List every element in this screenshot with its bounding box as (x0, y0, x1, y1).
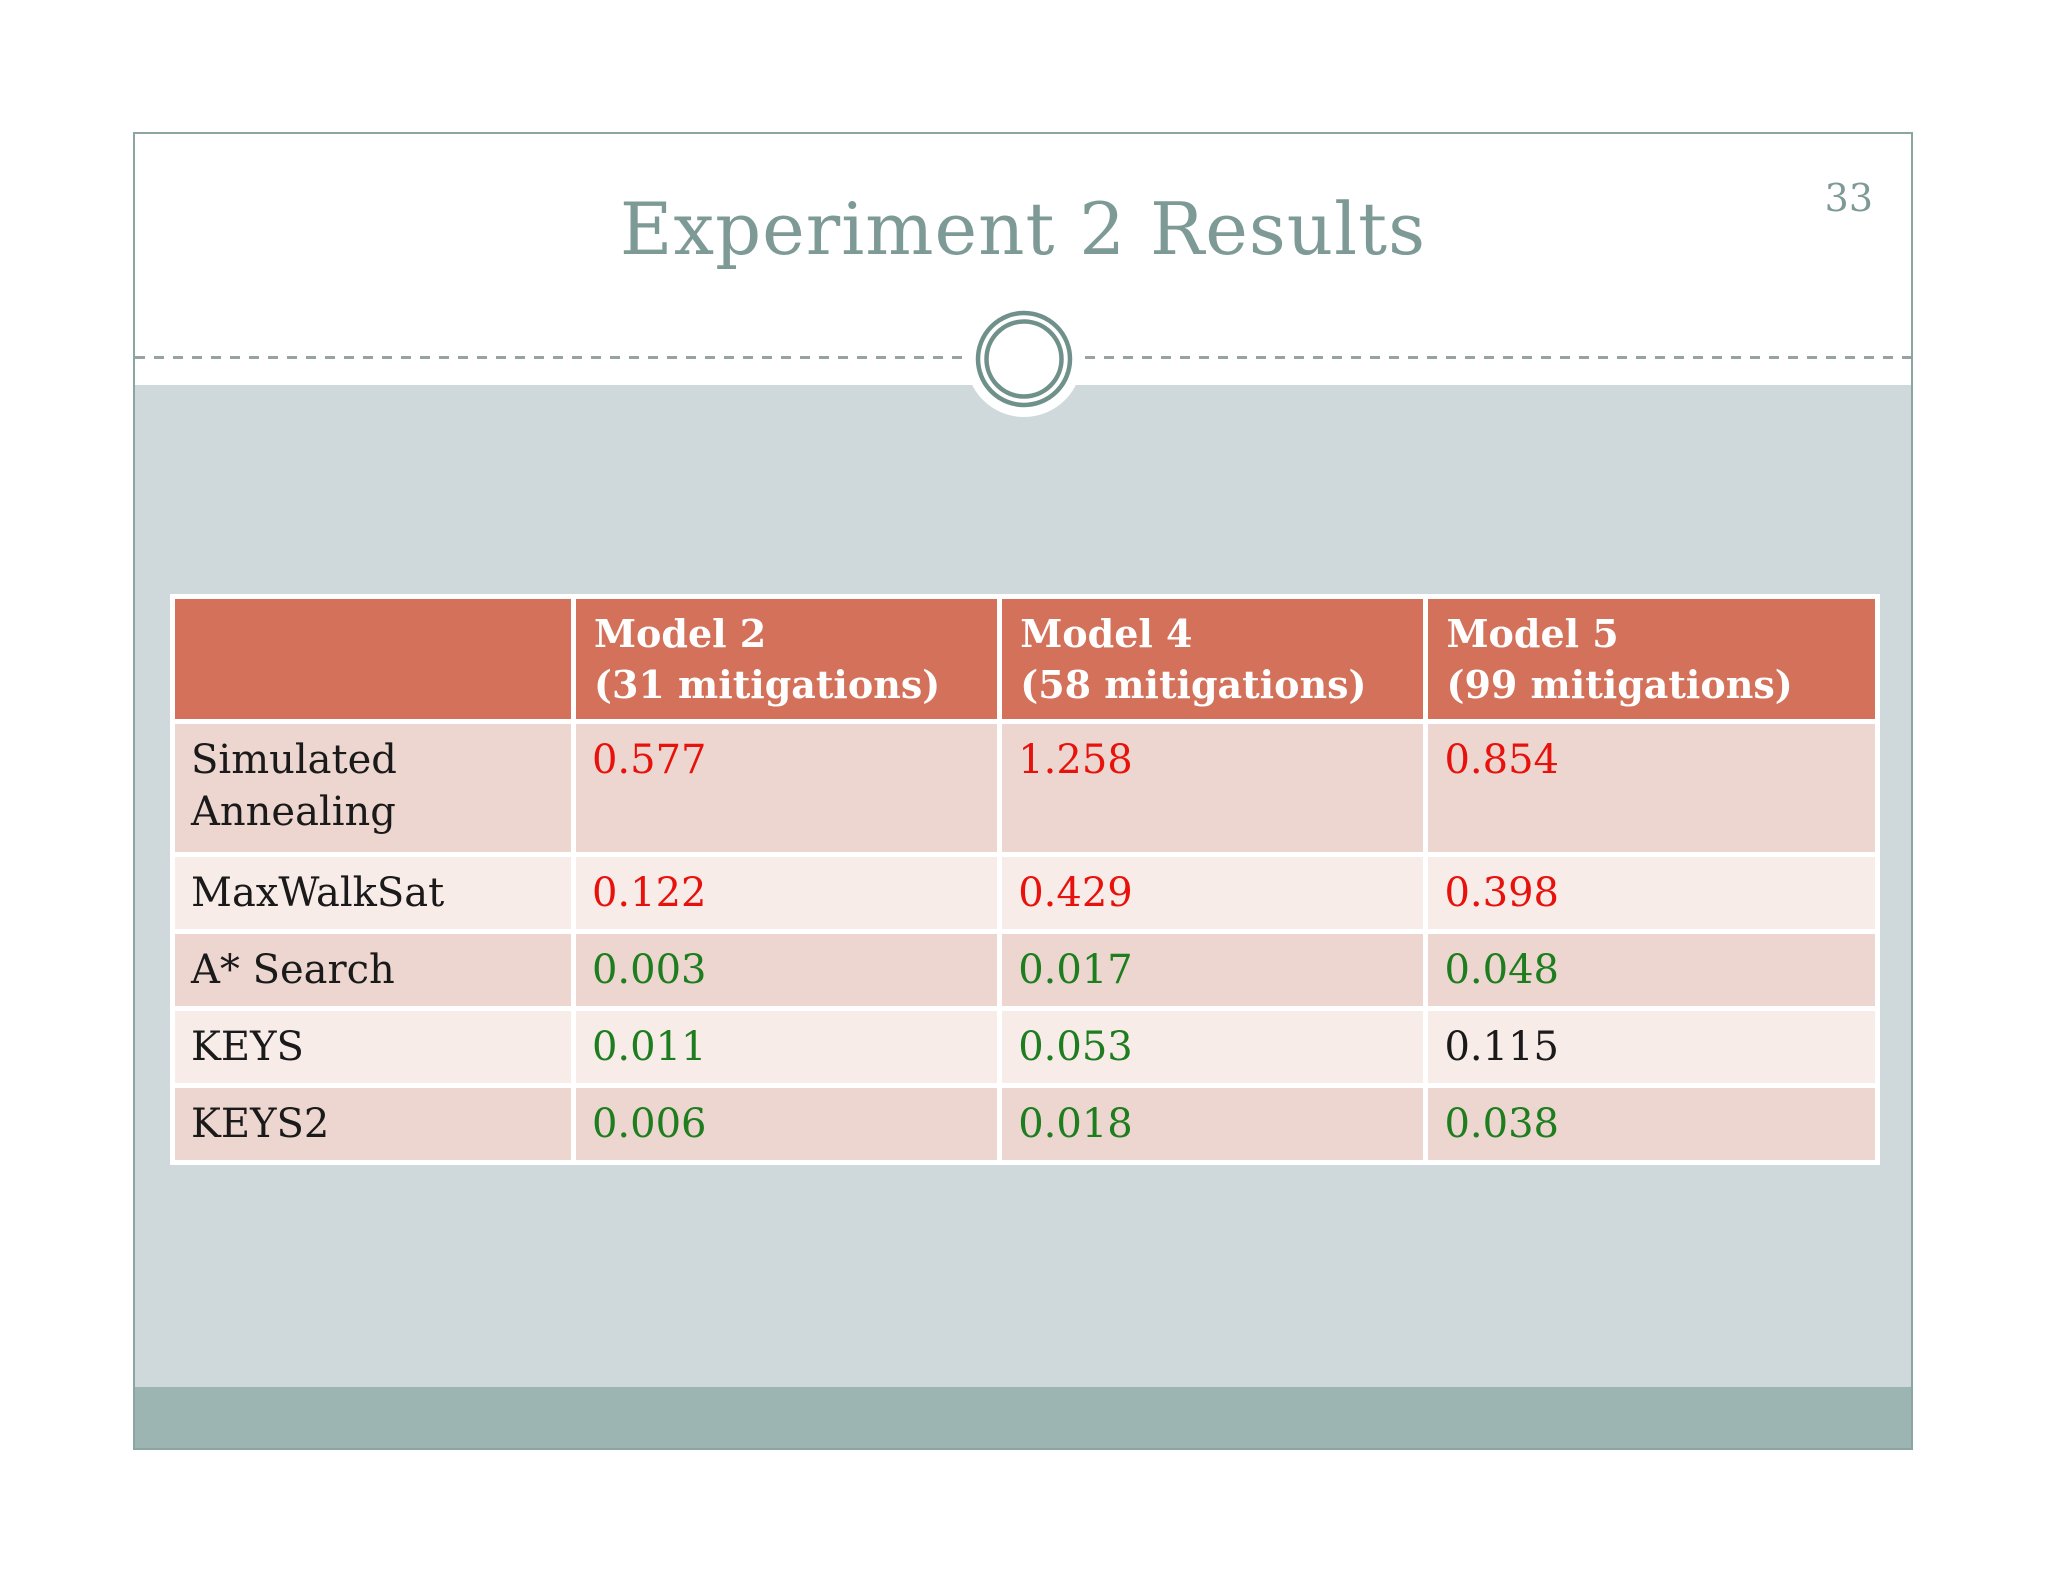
value-cell: 0.429 (1002, 857, 1424, 929)
row-label: MaxWalkSat (175, 857, 571, 929)
column-header-empty (175, 599, 571, 719)
column-header-sublabel: (99 mitigations) (1446, 662, 1793, 707)
value-cell: 0.115 (1428, 1011, 1875, 1083)
table-row: KEYS 0.011 0.053 0.115 (175, 1011, 1875, 1083)
value-cell: 0.854 (1428, 724, 1875, 852)
slide-title: Experiment 2 Results (619, 187, 1427, 271)
value-cell: 0.398 (1428, 857, 1875, 929)
results-table: Model 2 (31 mitigations) Model 4 (58 mit… (170, 594, 1880, 1165)
value-cell: 1.258 (1002, 724, 1424, 852)
value-cell: 0.017 (1002, 934, 1424, 1006)
row-label: KEYS (175, 1011, 571, 1083)
value-cell: 0.006 (575, 1088, 998, 1160)
row-label: KEYS2 (175, 1088, 571, 1160)
row-label: A* Search (175, 934, 571, 1006)
column-header-model4: Model 4 (58 mitigations) (1002, 599, 1424, 719)
footer-bar (135, 1387, 1911, 1448)
table-row: A* Search 0.003 0.017 0.048 (175, 934, 1875, 1006)
value-cell: 0.018 (1002, 1088, 1424, 1160)
table-row: Simulated Annealing 0.577 1.258 0.854 (175, 724, 1875, 852)
column-header-sublabel: (58 mitigations) (1020, 662, 1367, 707)
value-cell: 0.048 (1428, 934, 1875, 1006)
row-label: Simulated Annealing (175, 724, 571, 852)
column-header-label: Model 5 (1446, 610, 1619, 656)
table-row: MaxWalkSat 0.122 0.429 0.398 (175, 857, 1875, 929)
column-header-model2: Model 2 (31 mitigations) (575, 599, 998, 719)
value-cell: 0.122 (575, 857, 998, 929)
value-cell: 0.003 (575, 934, 998, 1006)
slide: 33 Experiment 2 Results (133, 132, 1913, 1450)
column-header-label: Model 2 (593, 610, 767, 656)
column-header-label: Model 4 (1020, 610, 1193, 656)
table-header-row: Model 2 (31 mitigations) Model 4 (58 mit… (175, 599, 1875, 719)
double-ring-circle-icon (962, 297, 1086, 421)
value-cell: 0.011 (575, 1011, 998, 1083)
value-cell: 0.053 (1002, 1011, 1424, 1083)
table-row: KEYS2 0.006 0.018 0.038 (175, 1088, 1875, 1160)
column-header-sublabel: (31 mitigations) (593, 662, 941, 707)
column-header-model5: Model 5 (99 mitigations) (1428, 599, 1875, 719)
value-cell: 0.038 (1428, 1088, 1875, 1160)
page-number: 33 (1824, 176, 1873, 220)
value-cell: 0.577 (575, 724, 998, 852)
